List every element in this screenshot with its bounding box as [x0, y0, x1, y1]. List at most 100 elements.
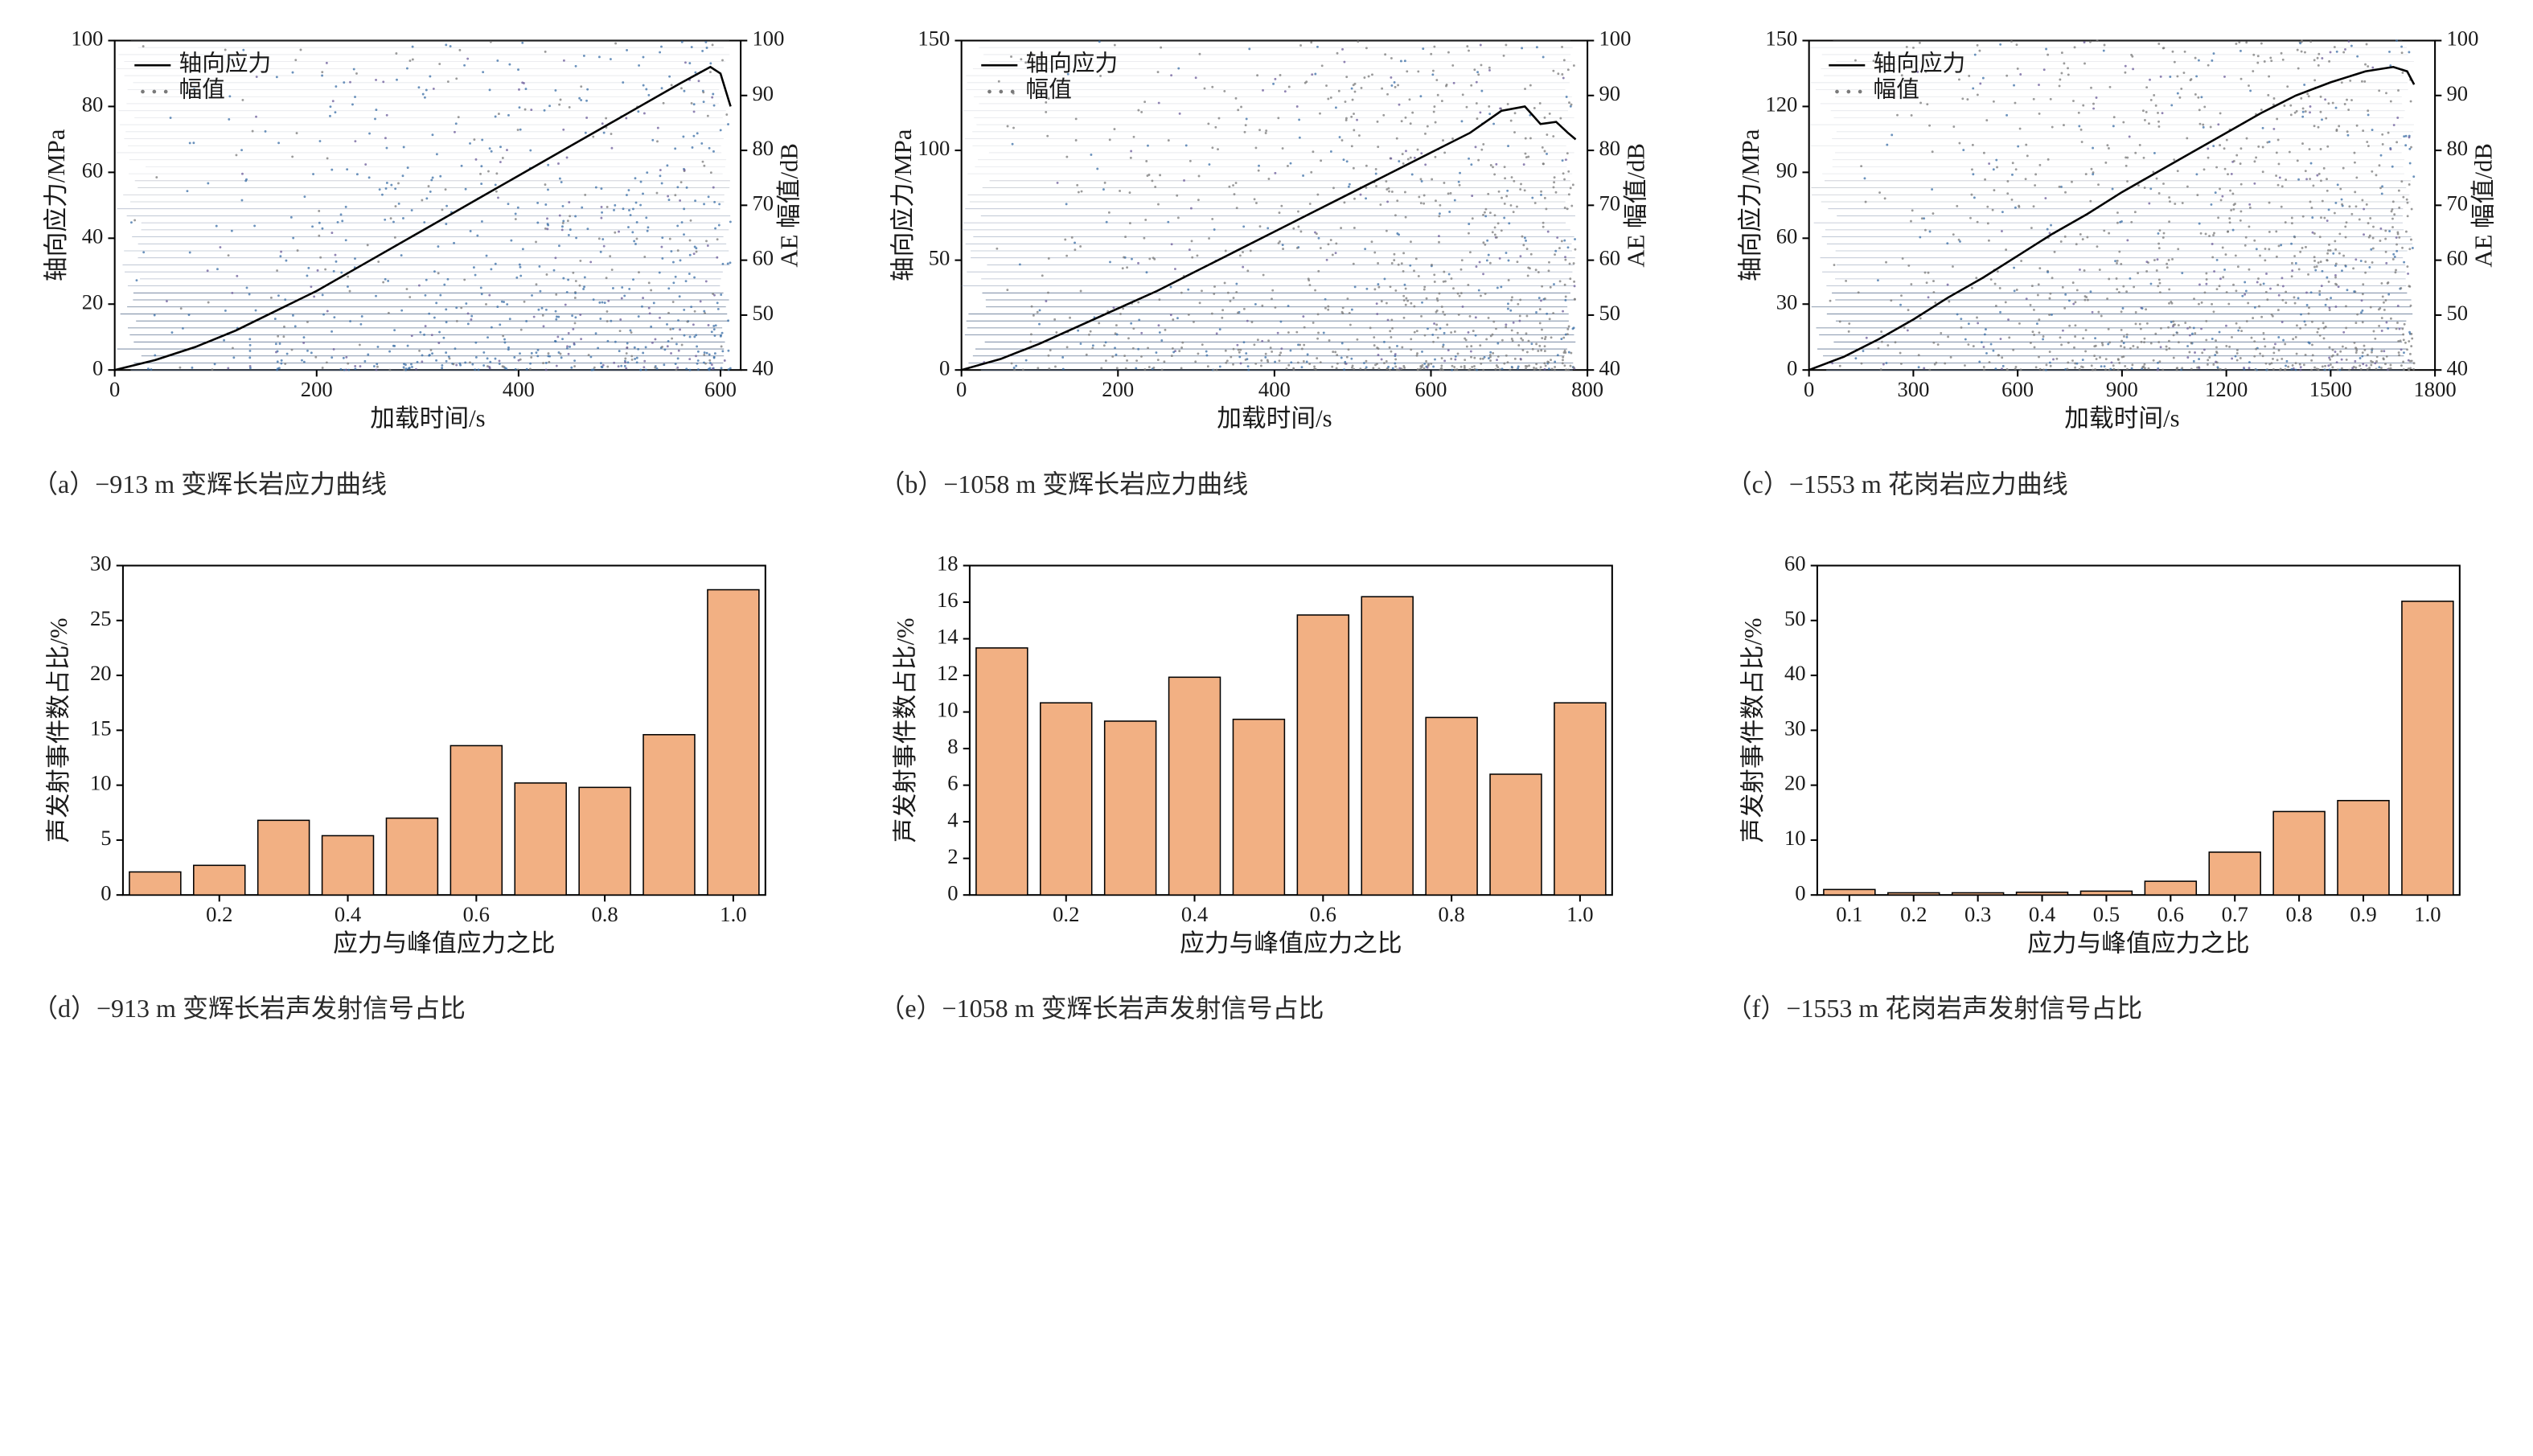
- svg-text:声发射事件数占比/%: 声发射事件数占比/%: [1739, 617, 1767, 843]
- panel-c: 0306090120150405060708090100030060090012…: [1718, 24, 2509, 501]
- caption-f: （f）−1553 m 花岗岩声发射信号占比: [1718, 988, 2143, 1025]
- panel-b: 0501001504050607080901000200400600800轴向应…: [871, 24, 1661, 501]
- svg-text:30: 30: [90, 551, 112, 575]
- svg-text:70: 70: [2446, 191, 2468, 215]
- svg-text:40: 40: [752, 355, 774, 379]
- caption-b: （b）−1058 m 变辉长岩应力曲线: [871, 464, 1248, 501]
- svg-text:轴向应力/MPa: 轴向应力/MPa: [43, 129, 70, 281]
- svg-text:120: 120: [1765, 92, 1797, 117]
- svg-text:50: 50: [1784, 606, 1806, 630]
- svg-text:加载时间/s: 加载时间/s: [1217, 405, 1332, 433]
- panel-f: 01020304050600.10.20.30.40.50.60.70.80.9…: [1718, 549, 2509, 1026]
- svg-text:0.2: 0.2: [206, 902, 232, 926]
- svg-text:10: 10: [1784, 826, 1806, 850]
- svg-text:50: 50: [929, 246, 950, 270]
- svg-text:10: 10: [937, 697, 959, 721]
- svg-text:60: 60: [2446, 246, 2468, 270]
- caption-d: （d）−913 m 变辉长岩声发射信号占比: [24, 988, 466, 1025]
- svg-text:1800: 1800: [2413, 377, 2456, 401]
- svg-text:加载时间/s: 加载时间/s: [2064, 405, 2179, 433]
- svg-text:100: 100: [752, 27, 784, 51]
- svg-text:1.0: 1.0: [2414, 902, 2441, 926]
- svg-text:0: 0: [92, 355, 103, 379]
- svg-text:30: 30: [1776, 289, 1797, 314]
- svg-text:轴向应力: 轴向应力: [1026, 51, 1119, 76]
- svg-text:40: 40: [82, 224, 104, 248]
- svg-text:100: 100: [71, 27, 103, 51]
- svg-text:400: 400: [503, 377, 535, 401]
- svg-text:应力与峰值应力之比: 应力与峰值应力之比: [333, 929, 555, 957]
- svg-text:8: 8: [948, 734, 959, 758]
- svg-text:轴向应力: 轴向应力: [179, 51, 272, 76]
- panel-d: 0510152025300.20.40.60.81.0声发射事件数占比/%应力与…: [24, 549, 815, 1026]
- svg-text:70: 70: [1599, 191, 1621, 215]
- svg-text:0.8: 0.8: [2285, 902, 2312, 926]
- svg-text:12: 12: [937, 661, 959, 685]
- chart-a: 0204060801004050607080901000200400600轴向应…: [24, 24, 815, 453]
- svg-text:0.2: 0.2: [1900, 902, 1927, 926]
- svg-text:100: 100: [2446, 27, 2478, 51]
- caption-e: （e）−1058 m 变辉长岩声发射信号占比: [871, 988, 1324, 1025]
- svg-text:0.3: 0.3: [1964, 902, 1991, 926]
- svg-text:60: 60: [1776, 224, 1797, 248]
- svg-text:80: 80: [82, 92, 104, 117]
- svg-text:0.9: 0.9: [2350, 902, 2376, 926]
- svg-text:0: 0: [1787, 355, 1797, 379]
- svg-text:0.6: 0.6: [2157, 902, 2183, 926]
- svg-text:70: 70: [752, 191, 774, 215]
- svg-text:声发射事件数占比/%: 声发射事件数占比/%: [45, 617, 72, 843]
- svg-text:15: 15: [90, 716, 112, 740]
- svg-text:20: 20: [82, 289, 104, 314]
- svg-text:18: 18: [937, 551, 959, 575]
- svg-text:幅值: 幅值: [1873, 77, 1919, 103]
- chart-c: 0306090120150405060708090100030060090012…: [1718, 24, 2509, 453]
- svg-text:0: 0: [1804, 377, 1814, 401]
- svg-text:400: 400: [1258, 377, 1291, 401]
- svg-text:幅值: 幅值: [1026, 77, 1072, 103]
- chart-d: 0510152025300.20.40.60.81.0声发射事件数占比/%应力与…: [24, 549, 815, 978]
- svg-text:90: 90: [752, 81, 774, 105]
- svg-text:40: 40: [1784, 661, 1806, 685]
- svg-text:应力与峰值应力之比: 应力与峰值应力之比: [2027, 929, 2249, 957]
- svg-text:轴向应力: 轴向应力: [1873, 51, 1965, 76]
- svg-text:0.1: 0.1: [1836, 902, 1862, 926]
- svg-text:800: 800: [1571, 377, 1603, 401]
- caption-a: （a）−913 m 变辉长岩应力曲线: [24, 464, 387, 501]
- svg-text:60: 60: [82, 158, 104, 182]
- svg-text:40: 40: [2446, 355, 2468, 379]
- svg-text:0.2: 0.2: [1053, 902, 1079, 926]
- svg-text:600: 600: [2001, 377, 2034, 401]
- svg-text:200: 200: [301, 377, 333, 401]
- svg-text:0: 0: [1795, 880, 1805, 904]
- chart-b: 0501001504050607080901000200400600800轴向应…: [871, 24, 1661, 453]
- svg-text:80: 80: [2446, 136, 2468, 160]
- caption-c: （c）−1553 m 花岗岩应力曲线: [1718, 464, 2068, 501]
- panel-e: 0246810121416180.20.40.60.81.0声发射事件数占比/%…: [871, 549, 1661, 1026]
- svg-text:0: 0: [109, 377, 120, 401]
- svg-text:100: 100: [1599, 27, 1632, 51]
- svg-text:30: 30: [1784, 716, 1806, 740]
- svg-text:80: 80: [752, 136, 774, 160]
- svg-text:加载时间/s: 加载时间/s: [370, 405, 485, 433]
- figure-grid: 0204060801004050607080901000200400600轴向应…: [24, 24, 2509, 1025]
- svg-text:AE 幅值/dB: AE 幅值/dB: [1623, 143, 1650, 267]
- svg-text:AE 幅值/dB: AE 幅值/dB: [776, 143, 803, 267]
- svg-text:90: 90: [2446, 81, 2468, 105]
- svg-text:0.4: 0.4: [2029, 902, 2055, 926]
- svg-text:600: 600: [704, 377, 737, 401]
- svg-text:0.6: 0.6: [463, 902, 490, 926]
- svg-text:100: 100: [918, 136, 950, 160]
- svg-text:幅值: 幅值: [179, 77, 225, 103]
- svg-text:20: 20: [90, 661, 112, 685]
- svg-text:6: 6: [948, 770, 959, 794]
- svg-text:5: 5: [101, 826, 111, 850]
- svg-text:25: 25: [90, 606, 112, 630]
- svg-text:16: 16: [937, 588, 959, 612]
- svg-text:150: 150: [918, 27, 950, 51]
- svg-text:4: 4: [948, 807, 959, 831]
- svg-text:0: 0: [101, 880, 111, 904]
- svg-text:0.6: 0.6: [1310, 902, 1336, 926]
- svg-text:2: 2: [948, 843, 959, 867]
- svg-text:300: 300: [1897, 377, 1929, 401]
- svg-text:50: 50: [752, 301, 774, 325]
